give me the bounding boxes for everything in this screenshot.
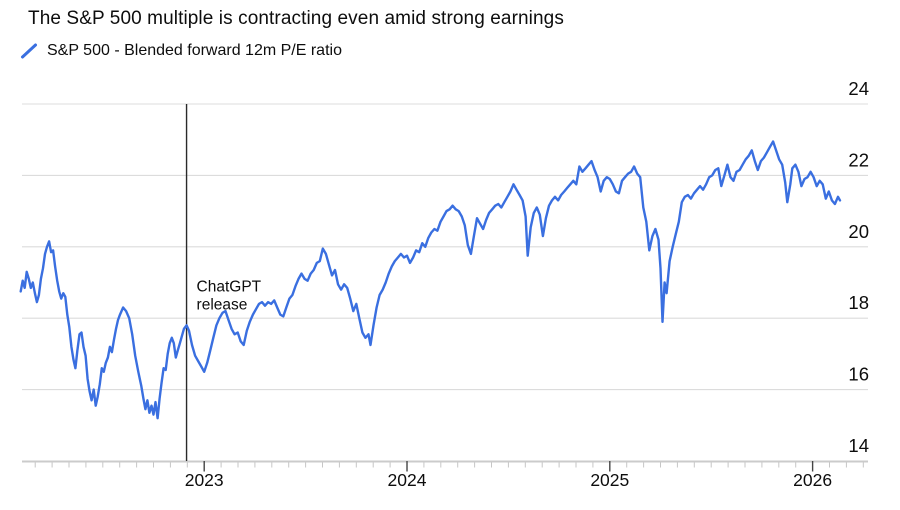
x-axis-ticks — [34, 461, 864, 472]
y-axis-labels: 14 16 18 20 22 24 — [848, 78, 869, 456]
y-axis-tick-label: 14 — [848, 435, 869, 456]
annotation-text-line: release — [197, 296, 248, 313]
y-axis-tick-label: 24 — [848, 78, 869, 99]
gridlines — [22, 103, 868, 391]
legend-label: S&P 500 - Blended forward 12m P/E ratio — [47, 42, 342, 59]
legend: S&P 500 - Blended forward 12m P/E ratio — [20, 40, 342, 62]
x-axis-labels: 2023 2024 2025 2026 — [185, 470, 832, 490]
y-axis-tick-label: 20 — [848, 221, 869, 242]
x-axis-tick-label: 2023 — [185, 470, 224, 490]
y-axis-tick-label: 16 — [848, 364, 869, 385]
y-axis-tick-label: 18 — [848, 292, 869, 313]
annotation-text-line: ChatGPT — [197, 278, 262, 295]
chart-title: The S&P 500 multiple is contracting even… — [28, 8, 564, 29]
line-slash-icon — [21, 43, 37, 59]
x-axis-tick-label: 2024 — [388, 470, 427, 490]
x-axis-tick-label: 2025 — [590, 470, 629, 490]
x-axis-tick-label: 2026 — [793, 470, 832, 490]
series-line-sp500-pe — [19, 140, 842, 420]
y-axis-tick-label: 22 — [848, 149, 869, 170]
